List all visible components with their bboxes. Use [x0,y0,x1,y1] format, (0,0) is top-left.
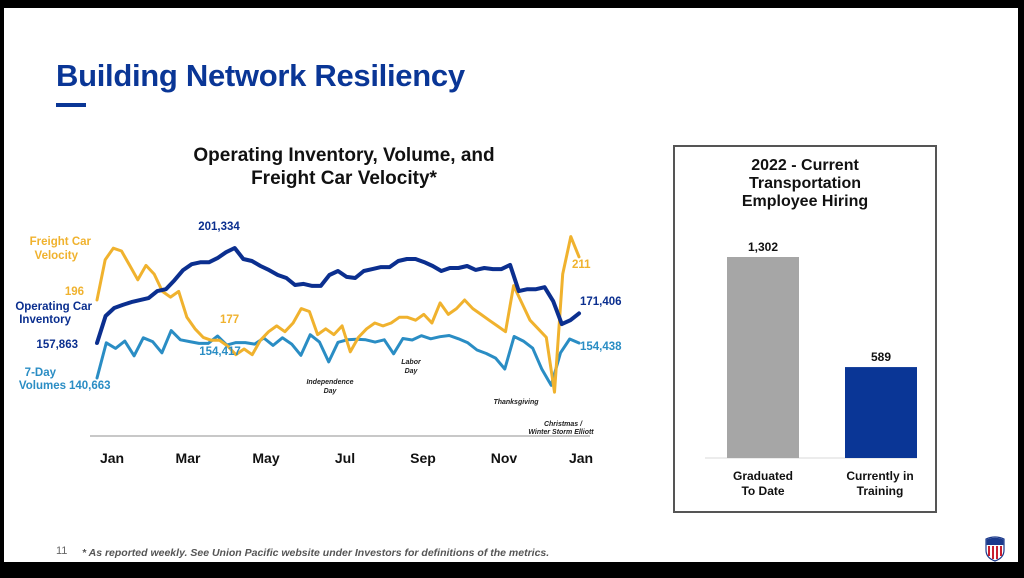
bar-category-training-line2: Training [857,484,904,498]
velocity-legend-line1: Freight Car [30,236,92,248]
bar-value-label-training: 589 [871,350,891,364]
title-underline [56,103,86,107]
x-tick-label: Jan [569,450,593,466]
x-tick-label: Jan [100,450,124,466]
footnote: * As reported weekly. See Union Pacific … [82,547,550,559]
annotation-labor-day-line1: Labor [401,359,422,366]
inventory-legend-line2: Inventory [19,314,71,326]
bar-value-label-graduated: 1,302 [748,240,778,254]
annotation-christmas-line1: Christmas / [544,421,583,428]
hiring-title-line2: Transportation [748,175,861,192]
velocity-legend-line2: Velocity [35,250,79,262]
x-tick-label: Sep [410,450,436,466]
line-chart-title: Operating Inventory, Volume, and Freight… [164,144,524,190]
series-line-velocity [95,235,581,394]
union-pacific-shield-logo [985,536,1005,562]
annotation-thanksgiving: Thanksgiving [493,399,539,406]
hiring-title-line1: 2022 - Current [751,157,859,174]
line-chart: Jan Mar May Jul Sep Nov Jan Freight Car Veloci… [15,221,622,466]
volumes-end-label: 154,438 [580,341,622,353]
volumes-legend-line1: 7-Day [25,367,57,379]
x-tick-labels: Jan Mar May Jul Sep Nov Jan [100,450,593,466]
page-number: 11 [56,545,68,557]
slide: Building Network Resiliency Operating In… [4,8,1018,562]
hiring-title-line3: Employee Hiring [741,193,869,210]
volumes-mid-label: 154,417 [199,346,241,358]
bar-category-training-line1: Currently in [846,469,913,483]
series-lines [95,235,581,394]
inventory-end-label: 171,406 [580,296,622,308]
velocity-end-label: 211 [572,259,591,271]
x-tick-label: May [252,450,279,466]
volumes-legend-line2: Volumes [19,380,66,392]
annotation-independence-day-line2: Day [324,388,338,395]
x-tick-label: Jul [335,450,355,466]
annotation-christmas-line2: Winter Storm Elliott [528,429,594,436]
hiring-chart-title: 2022 - Current Transportation Employee H… [675,157,935,211]
series-line-inventory [95,246,581,345]
velocity-min-label: 177 [220,314,239,326]
line-chart-title-line1: Operating Inventory, Volume, and [193,145,495,166]
annotation-independence-day-line1: Independence [306,379,353,386]
bar-graduated [727,257,799,458]
page-title: Building Network Resiliency [56,58,465,93]
x-tick-label: Nov [491,450,518,466]
bar-category-graduated-line2: To Date [741,484,784,498]
bar-category-graduated-line1: Graduated [733,469,793,483]
inventory-peak-label: 201,334 [198,221,240,233]
annotation-labor-day-line2: Day [405,368,419,375]
inventory-start-label: 157,863 [36,339,78,351]
bar-training [845,367,917,458]
inventory-legend-line1: Operating Car [15,301,92,313]
hiring-chart-panel: 2022 - Current Transportation Employee H… [673,145,937,513]
velocity-start-label: 196 [65,286,84,298]
volumes-start-label: 140,663 [69,380,111,392]
x-tick-label: Mar [176,450,201,466]
series-line-volumes [95,329,581,387]
line-chart-title-line2: Freight Car Velocity* [251,168,437,189]
